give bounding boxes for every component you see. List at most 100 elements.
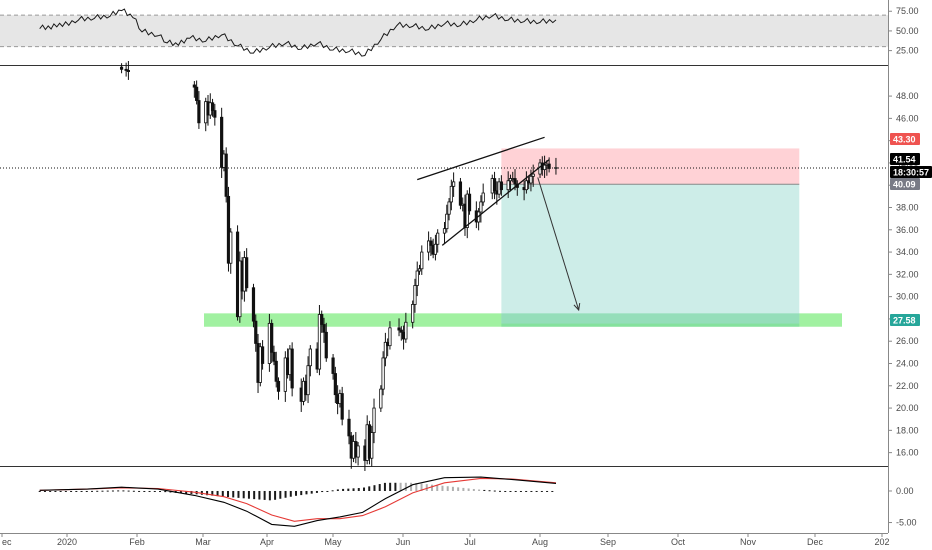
candle-body [420,251,424,270]
candle-body [479,201,483,213]
time-tick-label: May [324,537,342,547]
candle-body [442,228,447,234]
macd-histogram-bar [70,490,73,492]
candle [274,351,278,388]
macd-histogram-bar [143,490,146,492]
candle-body [254,320,258,344]
candle-body [245,257,249,289]
candle-body [320,314,324,325]
macd-histogram-bar [227,490,230,498]
macd-histogram-bar [54,490,57,492]
candle [506,171,510,199]
candle [417,264,422,275]
macd-histogram-bar [410,482,413,491]
price-badge: 27.58 [890,314,920,326]
macd-histogram-bar [43,490,46,492]
candle [479,195,483,223]
rsi-tick-label: 25.00 [896,46,919,56]
candle-body [372,407,376,433]
price-tick-label: 30.00 [896,292,919,302]
time-tick-label: ec [2,537,12,547]
macd-histogram-bar [478,489,481,491]
candle [467,187,472,215]
macd-histogram-bar [80,490,83,492]
macd-histogram-bar [525,490,528,492]
candle-body [317,314,322,370]
candle [333,366,337,404]
candle [245,248,249,292]
macd-histogram-bar [504,490,507,492]
candle-body [449,185,453,203]
candle [370,425,374,467]
macd-histogram-bar [310,490,313,494]
macd-histogram-bar [284,490,287,498]
candle [433,234,438,261]
macd-signal-line [39,477,557,522]
candle [554,157,558,175]
price-badge: 40.09 [890,178,920,190]
time-tick-label: Jul [464,537,476,547]
macd-histogram-bar [263,490,266,500]
candle-body [452,181,456,187]
macd-histogram-bar [138,490,141,492]
macd-histogram-bar [530,490,533,492]
price-badge-bg [890,166,932,178]
macd-histogram-bar [289,490,292,497]
macd-histogram-bar [514,490,517,492]
price-badge-bg [890,133,920,145]
candle-body [213,110,217,118]
candle [492,171,497,200]
candle-body [270,322,274,353]
candle-body [415,270,419,286]
candle-body [492,178,497,192]
candle [429,237,433,256]
candle-body [308,348,312,367]
candle [458,177,463,210]
macd-histogram-bar [247,490,250,499]
macd-histogram-bar [357,488,360,491]
candle [347,409,351,445]
candle-body [331,357,335,374]
wedge-lower-line [441,159,550,246]
candle [381,351,385,396]
candle-body [506,180,510,191]
macd-histogram-bar [415,483,418,491]
macd-histogram-bar [546,490,549,492]
time-tick-label: Mar [195,537,211,547]
candle [126,60,131,80]
candle-body [467,193,472,212]
candle-body [290,348,294,389]
candle [306,356,310,404]
candle [449,179,453,211]
rsi-band [0,15,888,47]
candle [229,228,233,274]
price-tick-label: 20.00 [896,403,919,413]
candle [372,398,376,444]
macd-histogram-bar [117,490,120,492]
candle-body [417,268,422,272]
macd-histogram-bar [179,490,182,494]
macd-histogram-bar [446,486,449,491]
candle [213,103,217,126]
macd-histogram-bar [101,490,104,492]
price-badge-bg [890,153,920,165]
candle-body [258,346,262,383]
macd-histogram-bar [488,490,491,492]
time-tick-label: Feb [129,537,145,547]
macd-histogram-bar [164,490,167,493]
macd-histogram-bar [431,484,434,491]
candle [119,63,124,74]
candle-body [426,240,431,253]
candle-body [481,192,485,203]
candle [276,377,281,400]
price-badge-label: 43.30 [893,135,916,145]
candle-body [445,213,449,230]
time-tick-label: 202 [874,537,889,547]
time-tick-label: Dec [807,537,824,547]
macd-histogram-bar [451,486,454,491]
macd-histogram-bar [363,487,366,491]
macd-histogram-bar [38,490,41,492]
macd-tick-label: -5.00 [896,518,917,528]
macd-histogram-bar [331,490,334,492]
